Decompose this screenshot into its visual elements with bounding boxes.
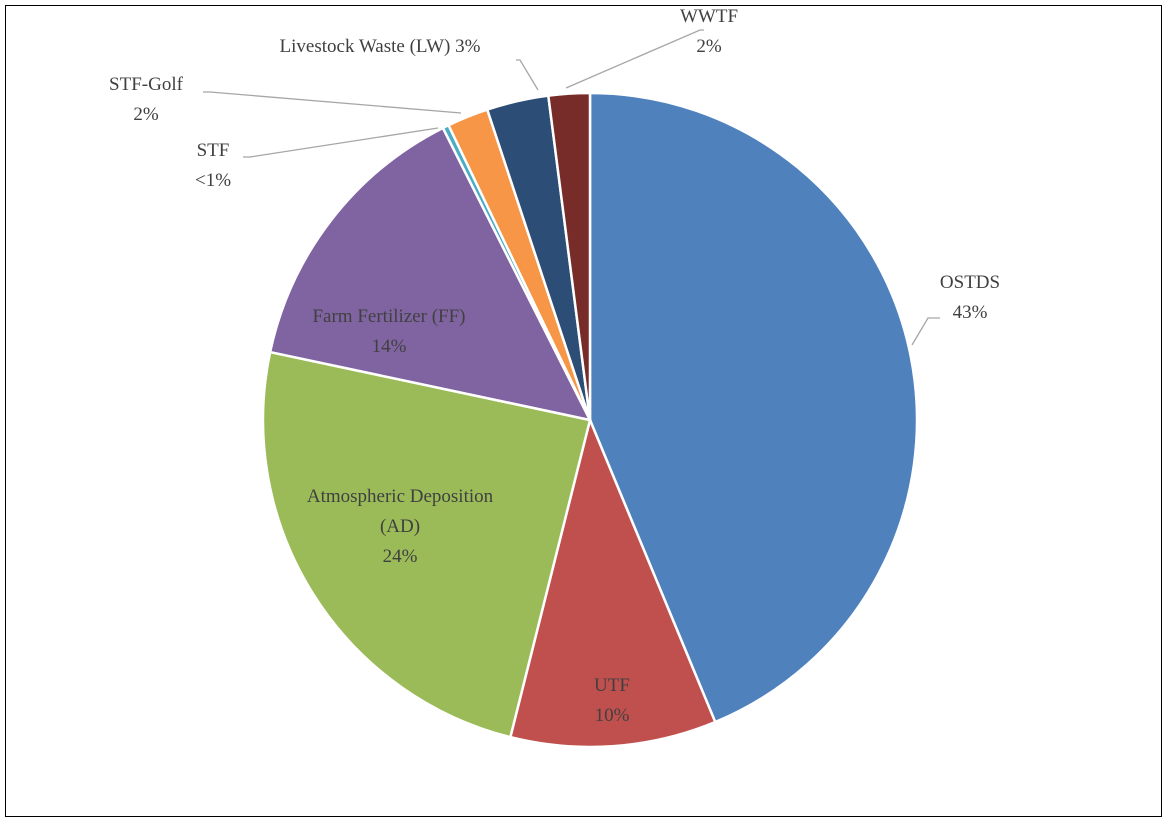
pie-slice — [508, 416, 717, 749]
category-label: UTF — [594, 675, 630, 696]
value-label: 14% — [371, 336, 407, 357]
category-label: Farm Fertilizer (FF) — [312, 306, 466, 327]
category-label: STF-Golf — [109, 74, 183, 95]
value-label: <1% — [194, 170, 232, 191]
value-label: 3% — [455, 36, 481, 57]
value-label: 10% — [594, 705, 630, 726]
value-label: 2% — [696, 36, 722, 57]
slice-label: STF <1% — [195, 136, 231, 196]
pie-slice — [546, 91, 592, 421]
leader-lines — [203, 29, 940, 346]
leader-line — [203, 91, 462, 114]
category-label: WWTF — [679, 6, 739, 27]
category-label: Livestock Waste (LW) — [279, 36, 451, 57]
leader-line — [911, 317, 940, 346]
category-label: STF — [196, 140, 230, 161]
frame — [5, 5, 1162, 817]
slice-label: OSTDS 43% — [940, 268, 1000, 328]
pie-slice — [588, 91, 919, 724]
leader-line — [565, 29, 704, 89]
slice-label: STF-Golf 2% — [109, 70, 183, 130]
slice-label: WWTF 2% — [680, 2, 738, 62]
value-label: 2% — [133, 104, 159, 125]
leader-line — [243, 127, 439, 158]
pie-slice — [268, 126, 593, 422]
slice-label: UTF 10% — [594, 671, 630, 731]
slice-label: Livestock Waste (LW) 3% — [280, 32, 481, 62]
slice-label: Atmospheric Deposition (AD) 24% — [305, 482, 495, 572]
value-label: 43% — [952, 302, 988, 323]
leader-line — [516, 59, 539, 91]
value-label: 24% — [382, 546, 418, 567]
category-label: OSTDS — [939, 272, 1001, 293]
pie-slice — [261, 350, 592, 739]
category-label: Atmospheric Deposition (AD) — [306, 486, 494, 537]
slice-label: Farm Fertilizer (FF) 14% — [312, 302, 465, 362]
